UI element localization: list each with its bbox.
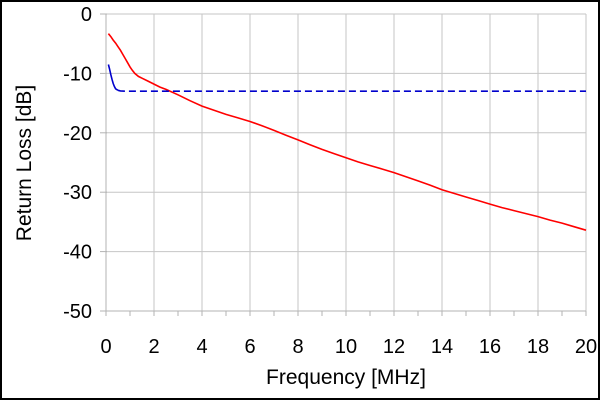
x-tick-label: 18 [527,336,549,358]
y-tick-label: -40 [63,242,92,264]
series-layer [107,33,587,231]
x-tick-label: 10 [335,336,357,358]
y-tick-label: -10 [63,63,92,85]
red-return-loss-curve [107,33,587,231]
y-axis-title: Return Loss [dB] [13,85,36,241]
y-tick-label: -20 [63,123,92,145]
x-axis-title: Frequency [MHz] [266,366,426,389]
x-tick-label: 4 [196,336,207,358]
y-tick-label: 0 [81,4,92,26]
x-tick-label: 0 [100,336,111,358]
axes-layer [100,13,587,316]
x-tick-label: 6 [244,336,255,358]
blue-flat-limit-line-solid-segment [107,64,119,91]
y-tick-label: -50 [63,301,92,323]
tick-label-layer: 0 2 4 6 8 10 12 14 16 18 20 0 -10 -20 -30 -40 -50 [63,4,597,358]
x-tick-label: 16 [479,336,501,358]
x-tick-label: 12 [383,336,405,358]
x-tick-label: 8 [292,336,303,358]
x-tick-label: 20 [575,336,597,358]
x-tick-label: 2 [148,336,159,358]
grid-layer [106,13,587,311]
blue-flat-limit-line-dashed-segment [117,89,586,92]
x-tick-label: 14 [431,336,453,358]
y-tick-label: -30 [63,182,92,204]
